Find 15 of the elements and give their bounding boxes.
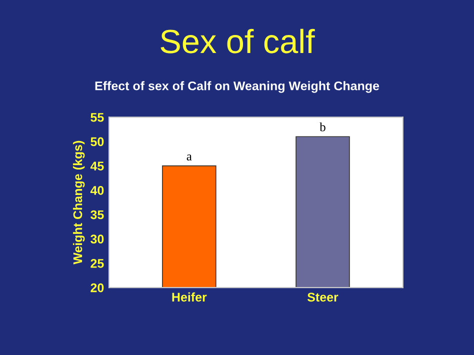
y-tick-label: 40 [90,186,104,195]
y-tick-label: 50 [90,137,104,146]
y-tick-label: 20 [90,283,104,292]
y-tick-label: 55 [90,113,104,122]
x-tick-label: Steer [307,292,338,302]
y-tick-label: 25 [90,259,104,268]
y-tick-label: 45 [90,162,104,170]
y-axis-title: Weight Change (kgs) [72,140,85,264]
annotation: a [186,154,192,161]
y-tick-label: 30 [90,234,104,244]
chart-subtitle: Effect of sex of Calf on Weaning Weight Change [95,81,380,93]
annotation: b [320,122,326,132]
chart-title: Sex of calf [160,28,315,54]
x-tick-label: Heifer [172,292,207,302]
y-tick-label: 35 [90,210,104,220]
